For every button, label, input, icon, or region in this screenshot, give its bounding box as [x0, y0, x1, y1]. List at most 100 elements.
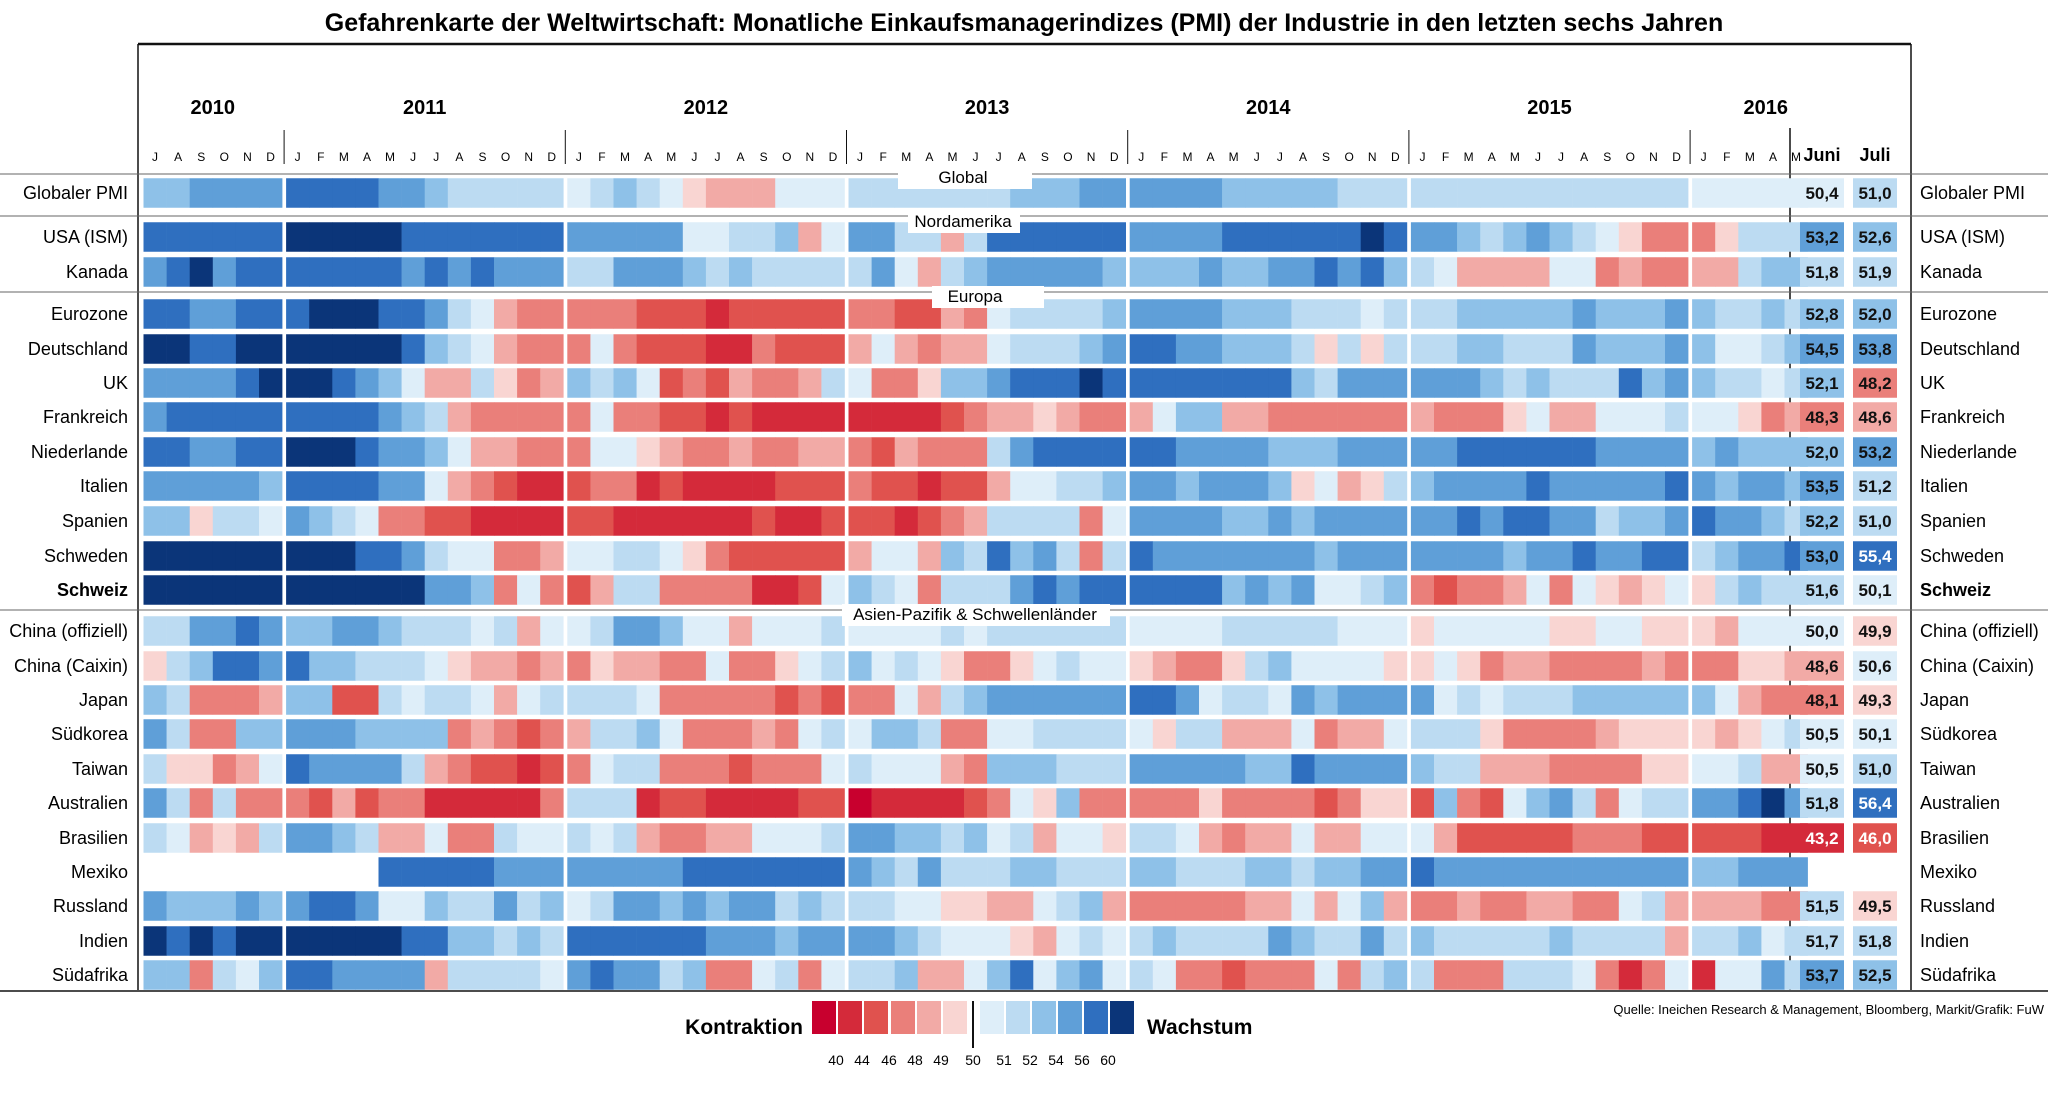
- heatmap-cell: [286, 960, 310, 990]
- heatmap-cell: [1641, 368, 1666, 398]
- heatmap-cell: [540, 402, 564, 432]
- heatmap-cell: [447, 178, 472, 208]
- month-label: M: [385, 150, 395, 164]
- heatmap-cell: [235, 402, 260, 432]
- heatmap-cell: [401, 575, 425, 605]
- value-box: [1800, 651, 1844, 681]
- heatmap-cell: [1434, 471, 1458, 501]
- heatmap-cell: [659, 506, 684, 536]
- heatmap-cell: [1175, 368, 1200, 398]
- heatmap-cell: [705, 437, 730, 467]
- heatmap-cell: [332, 857, 356, 887]
- heatmap-cell: [821, 616, 845, 646]
- heatmap-cell: [659, 857, 684, 887]
- heatmap-cell: [143, 719, 167, 749]
- section-label-bg: [932, 286, 1044, 308]
- row-label-left: Japan: [79, 690, 128, 710]
- heatmap-cell: [447, 575, 472, 605]
- heatmap-cell: [1549, 471, 1573, 501]
- heatmap-cell: [1618, 857, 1643, 887]
- heatmap-cell: [143, 178, 167, 208]
- heatmap-cell: [871, 299, 895, 329]
- heatmap-cell: [332, 222, 356, 252]
- heatmap-cell: [1291, 891, 1315, 921]
- heatmap-cell: [1641, 651, 1666, 681]
- heatmap-cell: [424, 334, 449, 364]
- heatmap-cell: [987, 960, 1011, 990]
- heatmap-cell: [987, 334, 1011, 364]
- heatmap-cell: [1410, 823, 1435, 853]
- heatmap-cell: [613, 926, 637, 956]
- heatmap-cell: [1641, 402, 1666, 432]
- heatmap-cell: [940, 685, 965, 715]
- month-label: J: [1277, 150, 1283, 164]
- heatmap-cell: [1761, 575, 1785, 605]
- heatmap-cell: [917, 719, 942, 749]
- heatmap-cell: [401, 471, 425, 501]
- heatmap-cell: [1056, 651, 1080, 681]
- heatmap-cell: [235, 857, 260, 887]
- heatmap-cell: [1129, 471, 1154, 501]
- heatmap-cell: [517, 719, 541, 749]
- heatmap-cell: [705, 178, 730, 208]
- heatmap-cell: [752, 719, 776, 749]
- heatmap-cell: [659, 471, 684, 501]
- heatmap-cell: [659, 926, 684, 956]
- heatmap-cell: [1268, 437, 1292, 467]
- heatmap-cell: [1618, 960, 1643, 990]
- heatmap-cell: [567, 437, 591, 467]
- value-text: 50,5: [1805, 760, 1838, 779]
- heatmap-cell: [1314, 402, 1338, 432]
- heatmap-cell: [1692, 437, 1716, 467]
- heatmap-cell: [1434, 257, 1458, 287]
- heatmap-cell: [682, 506, 707, 536]
- heatmap-cell: [1618, 437, 1643, 467]
- heatmap-cell: [848, 506, 872, 536]
- month-label: S: [1603, 150, 1611, 164]
- heatmap-cell: [143, 926, 167, 956]
- heatmap-cell: [189, 506, 214, 536]
- heatmap-cell: [729, 402, 753, 432]
- heatmap-cell: [1549, 222, 1573, 252]
- heatmap-cell: [1033, 891, 1057, 921]
- heatmap-cell: [494, 651, 518, 681]
- heatmap-cell: [494, 178, 518, 208]
- heatmap-cell: [212, 754, 237, 784]
- source-note: Quelle: Ineichen Research & Management, …: [1613, 1002, 2044, 1017]
- heatmap-cell: [1129, 788, 1154, 818]
- heatmap-cell: [729, 299, 753, 329]
- heatmap-cell: [1457, 685, 1481, 715]
- heatmap-cell: [1152, 257, 1177, 287]
- year-label: 2010: [191, 97, 236, 119]
- heatmap-cell: [1360, 960, 1385, 990]
- heatmap-cell: [636, 299, 660, 329]
- heatmap-cell: [1738, 616, 1762, 646]
- heatmap-cell: [355, 437, 379, 467]
- heatmap-cell: [494, 257, 518, 287]
- heatmap-cell: [894, 541, 919, 571]
- year-label: 2011: [403, 97, 446, 119]
- heatmap-cell: [1572, 823, 1596, 853]
- heatmap-cell: [1665, 334, 1689, 364]
- heatmap-cell: [1314, 754, 1338, 784]
- heatmap-cell: [1480, 506, 1504, 536]
- heatmap-cell: [143, 857, 167, 887]
- heatmap-cell: [659, 823, 684, 853]
- heatmap-cell: [166, 685, 190, 715]
- month-label: M: [666, 150, 676, 164]
- heatmap-cell: [1102, 541, 1126, 571]
- heatmap-cell: [964, 891, 988, 921]
- heatmap-cell: [964, 823, 988, 853]
- heatmap-cell: [636, 651, 660, 681]
- heatmap-cell: [1010, 960, 1034, 990]
- heatmap-cell: [1457, 402, 1481, 432]
- heatmap-cell: [1665, 222, 1689, 252]
- heatmap-cell: [470, 651, 495, 681]
- heatmap-cell: [1665, 257, 1689, 287]
- heatmap-cell: [1665, 541, 1689, 571]
- heatmap-cell: [235, 368, 260, 398]
- row-label-right: Globaler PMI: [1920, 183, 2025, 203]
- heatmap-cell: [1245, 685, 1269, 715]
- heatmap-cell: [424, 178, 449, 208]
- value-text: 51,5: [1805, 897, 1838, 916]
